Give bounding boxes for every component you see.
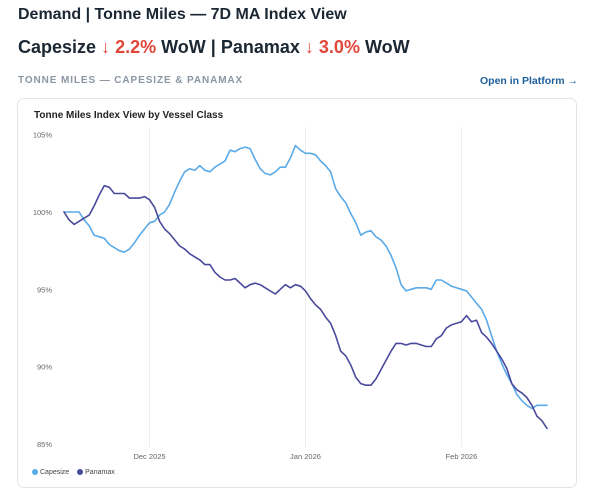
chart-legend: Capesize Panamax	[32, 469, 121, 481]
legend-label-panamax: Panamax	[85, 469, 115, 476]
series-line-panamax	[63, 184, 548, 430]
y-tick-label: 90%	[37, 363, 52, 372]
x-tick-label: Feb 2026	[446, 452, 478, 461]
y-tick-label: 95%	[37, 285, 52, 294]
legend-marker-capesize	[32, 469, 38, 475]
panamax-label: Panamax	[220, 37, 300, 57]
page-title: Demand | Tonne Miles — 7D MA Index View	[18, 6, 347, 24]
open-in-platform-link[interactable]: Open in Platform →	[479, 75, 578, 87]
legend-marker-panamax	[77, 469, 84, 475]
y-tick-label: 100%	[33, 208, 53, 217]
x-tick-label: Dec 2025	[133, 452, 165, 461]
wow-label-1: WoW	[161, 37, 206, 57]
wow-label-2: WoW	[364, 37, 410, 57]
summary-separator: |	[210, 37, 216, 57]
x-tick-label: Jan 2026	[290, 452, 321, 461]
chart-card: Tonne Miles Index View by Vessel Class D…	[17, 98, 577, 488]
chart-title: Tonne Miles Index View by Vessel Class	[34, 110, 224, 121]
y-tick-label: 85%	[37, 440, 52, 449]
capesize-label: Capesize	[18, 37, 97, 57]
legend-item-panamax[interactable]: Panamax	[77, 469, 115, 476]
wow-summary: Capesize ↓ 2.2% WoW | Panamax ↓ 3.0% WoW	[18, 37, 410, 58]
panamax-change: ↓ 3.0%	[304, 37, 360, 57]
series-line-capesize	[63, 144, 548, 410]
legend-label-capesize: Capesize	[40, 469, 70, 476]
legend-item-capesize[interactable]: Capesize	[32, 469, 69, 476]
capesize-change: ↓ 2.2%	[101, 37, 157, 57]
section-header: TONNE MILES — CAPESIZE & PANAMAX Open in…	[18, 74, 578, 90]
line-chart: Dec 2025 Jan 2026 Feb 2026 85% 90% 95% 100% 105…	[33, 127, 548, 461]
y-tick-label: 105%	[33, 131, 53, 140]
page-title-text: Demand | Tonne Miles — 7D MA Index View	[18, 6, 347, 23]
section-label: TONNE MILES — CAPESIZE & PANAMAX	[18, 75, 244, 86]
